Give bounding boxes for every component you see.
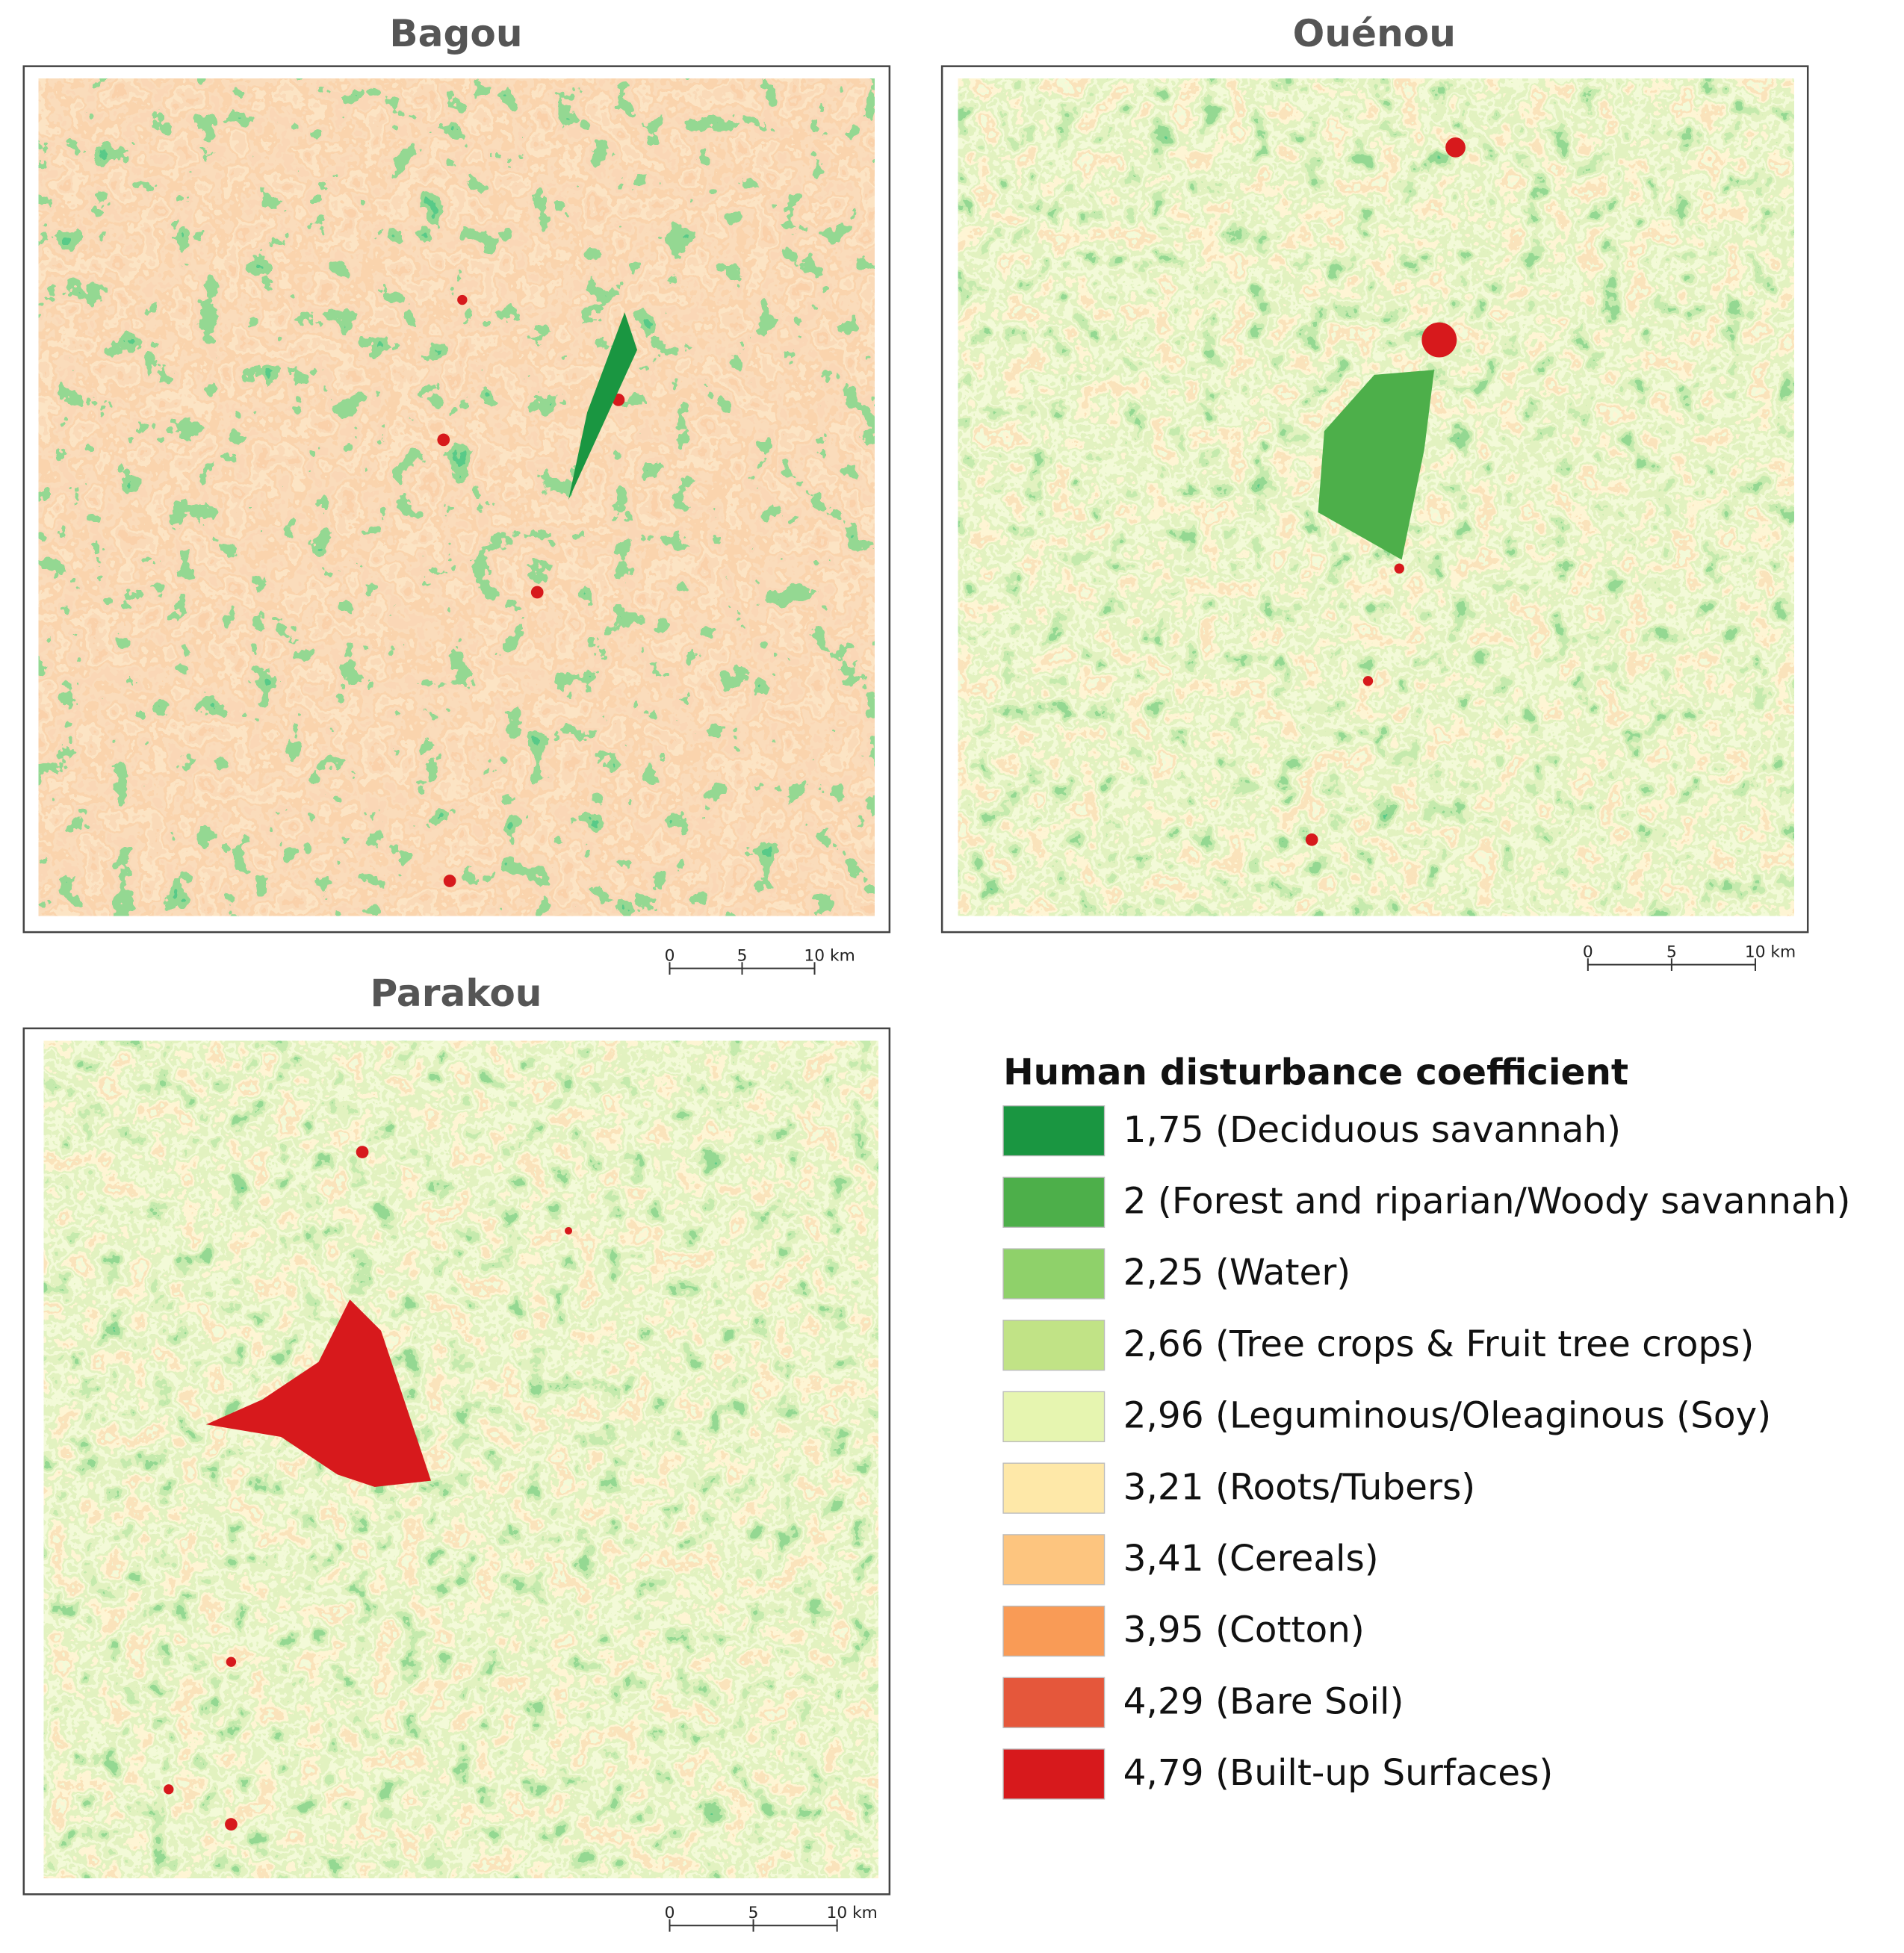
legend-label: 4,79 (Built-up Surfaces) — [1123, 1752, 1554, 1794]
legend-swatch — [1002, 1105, 1106, 1157]
map-raster — [38, 78, 875, 916]
built-up-area — [1445, 137, 1466, 158]
scale-label: 5 — [737, 947, 748, 966]
legend-label: 2,66 (Tree crops & Fruit tree crops) — [1123, 1323, 1755, 1365]
scale-label: 5 — [748, 1904, 759, 1922]
scale-label: 10 km — [827, 1904, 878, 1922]
legend-label: 3,21 (Roots/Tubers) — [1123, 1466, 1476, 1508]
built-up-area — [225, 1818, 238, 1831]
built-up-area — [565, 1226, 573, 1235]
legend-label: 2 (Forest and riparian/Woody savannah) — [1123, 1180, 1851, 1222]
forest-reserve — [1318, 370, 1435, 560]
built-up-area — [356, 1146, 369, 1158]
scale-label: 0 — [665, 1904, 675, 1922]
legend-swatch — [1002, 1391, 1106, 1443]
map-title: Ouénou — [1293, 11, 1456, 55]
built-up-area — [1421, 322, 1457, 358]
built-up-area — [226, 1657, 237, 1667]
legend-label: 1,75 (Deciduous savannah) — [1123, 1109, 1621, 1151]
map-panel: Bagou 0 5 10 km — [22, 11, 891, 975]
built-up-area — [443, 875, 456, 887]
built-up-area — [205, 1299, 432, 1487]
built-up-area — [1394, 563, 1404, 574]
legend-title: Human disturbance coefficient — [1003, 1052, 1628, 1093]
riparian-strip — [568, 312, 638, 500]
legend: Human disturbance coefficient 1,75 (Decid… — [1002, 1052, 1851, 1800]
legend-label: 2,25 (Water) — [1123, 1252, 1351, 1294]
built-up-area — [1305, 833, 1318, 846]
legend-label: 4,29 (Bare Soil) — [1123, 1680, 1404, 1722]
built-up-area — [530, 586, 544, 599]
scale-label: 10 km — [804, 947, 855, 966]
maps: Bagou 0 5 10 km Ouénou 0 5 10 km Parakou 0 5 10 km — [22, 11, 1809, 1932]
legend-swatch — [1002, 1176, 1106, 1228]
built-up-area — [437, 433, 450, 447]
map-panel: Parakou 0 5 10 km — [22, 971, 891, 1932]
legend-label: 3,41 (Cereals) — [1123, 1538, 1379, 1580]
scale-label: 10 km — [1745, 943, 1796, 962]
legend-swatch — [1002, 1677, 1106, 1728]
legend-label: 3,95 (Cotton) — [1123, 1609, 1365, 1651]
map-title: Parakou — [370, 971, 542, 1015]
scale-label: 5 — [1666, 943, 1677, 962]
built-up-area — [457, 294, 468, 305]
legend-swatch — [1002, 1462, 1106, 1514]
legend-swatch — [1002, 1605, 1106, 1657]
scale-label: 0 — [665, 947, 675, 966]
built-up-area — [1362, 676, 1374, 686]
legend-swatch — [1002, 1748, 1106, 1800]
map-raster — [43, 1040, 878, 1878]
built-up-area — [164, 1784, 174, 1795]
legend-label: 2,96 (Leguminous/Oleaginous (Soy) — [1123, 1395, 1772, 1437]
legend-swatch — [1002, 1320, 1106, 1371]
legend-swatch — [1002, 1534, 1106, 1586]
map-title: Bagou — [389, 11, 522, 55]
scale-label: 0 — [1583, 943, 1593, 962]
map-panel: Ouénou 0 5 10 km — [940, 11, 1809, 971]
legend-swatch — [1002, 1248, 1106, 1300]
